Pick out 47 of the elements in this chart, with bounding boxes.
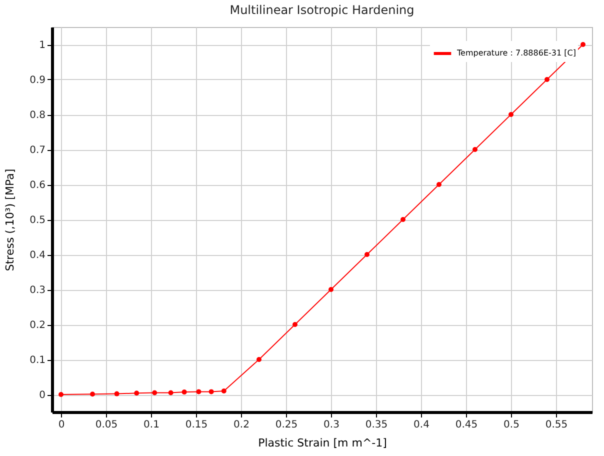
point: [544, 77, 550, 82]
x-tick-label: 0.15: [185, 420, 208, 430]
point: [152, 390, 158, 396]
y-tick-label: 1: [39, 40, 46, 51]
y-tick-label: 0.3: [30, 285, 46, 296]
point: [400, 217, 406, 222]
point: [90, 392, 95, 397]
chart-title: Multilinear Isotropic Hardening: [230, 3, 414, 17]
y-tick-label: 0.6: [30, 180, 46, 191]
x-tick-label: 0.4: [414, 420, 430, 430]
point: [221, 388, 226, 394]
point: [58, 392, 64, 397]
point: [328, 287, 334, 292]
point: [168, 390, 174, 396]
point: [292, 322, 298, 327]
point: [182, 390, 187, 395]
y-tick-label: 0.4: [30, 250, 46, 261]
point: [114, 391, 120, 396]
x-tick-label: 0.45: [455, 420, 478, 430]
x-axis-title: Plastic Strain [m m^-1]: [258, 436, 387, 450]
x-tick-label: 0.2: [234, 420, 250, 430]
point: [580, 42, 586, 47]
y-tick-label: 0.9: [30, 75, 46, 86]
point: [472, 147, 478, 152]
x-tick-label: 0.3: [324, 420, 340, 430]
y-tick-label: 0.5: [30, 215, 46, 226]
y-tick-label: 0.1: [30, 355, 46, 366]
y-tick-label: 0.8: [30, 110, 46, 121]
y-tick-label: 0.2: [30, 320, 46, 331]
x-tick-label: 0.05: [95, 420, 118, 430]
x-tick-label: 0.35: [365, 420, 388, 430]
y-tick-label: 0.7: [30, 145, 46, 156]
x-tick-label: 0.5: [504, 420, 520, 430]
legend-label: Temperature : 7.8886E-31 [C]: [456, 48, 576, 58]
y-axis-title: Stress (,10³) [MPa]: [4, 168, 17, 272]
point: [508, 112, 514, 117]
point: [256, 357, 262, 362]
x-tick-label: 0: [58, 420, 65, 430]
point: [196, 389, 202, 394]
y-tick-label: 0: [39, 390, 46, 401]
point: [134, 390, 140, 396]
x-tick-label: 0.25: [275, 420, 298, 430]
x-tick-label: 0.1: [144, 420, 160, 430]
point: [436, 182, 442, 187]
x-tick-label: 0.55: [545, 420, 568, 430]
point: [364, 252, 370, 257]
point: [208, 389, 214, 394]
